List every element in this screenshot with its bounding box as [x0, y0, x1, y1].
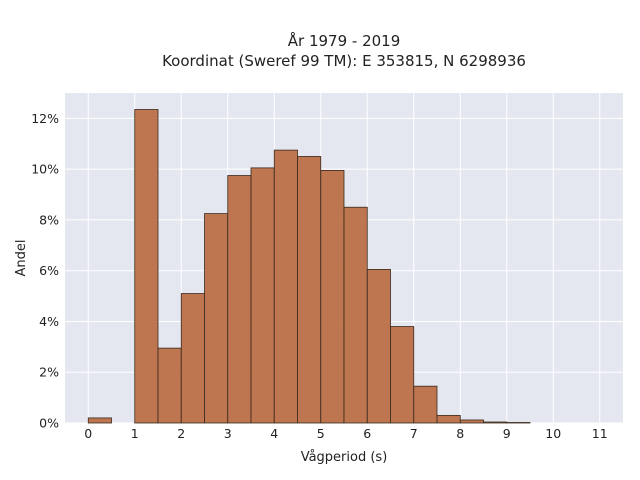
y-tick-label: 4%: [39, 314, 59, 329]
x-tick-label: 9: [503, 426, 511, 441]
histogram-bar: [87, 417, 112, 424]
y-tick-label: 12%: [31, 111, 59, 126]
x-tick-label: 6: [363, 426, 371, 441]
x-tick-label: 4: [270, 426, 278, 441]
x-tick-label: 8: [456, 426, 464, 441]
x-tick-label: 2: [177, 426, 185, 441]
histogram-bar: [390, 326, 415, 424]
histogram-bar: [366, 269, 391, 424]
histogram-bar: [227, 175, 252, 424]
x-tick-label: 3: [224, 426, 232, 441]
histogram-bar: [297, 156, 322, 424]
histogram-bar: [273, 149, 298, 424]
y-axis-ticks: 0% 2% 4% 6% 8% 10% 12%: [31, 111, 59, 431]
chart-title-line-1: År 1979 - 2019: [288, 31, 401, 50]
x-axis-label: Vågperiod (s): [301, 450, 388, 465]
x-tick-label: 11: [592, 426, 608, 441]
histogram-bar: [134, 109, 159, 424]
x-tick-label: 7: [410, 426, 418, 441]
histogram-bar: [157, 347, 182, 424]
histogram-bar: [436, 414, 461, 424]
x-tick-label: 5: [317, 426, 325, 441]
x-tick-label: 0: [84, 426, 92, 441]
x-axis-ticks: 0 1 2 3 4 5 6 7 8 9 10 11: [84, 426, 607, 441]
bars: [87, 109, 531, 424]
chart-title-line-2: Koordinat (Sweref 99 TM): E 353815, N 62…: [162, 52, 526, 70]
y-tick-label: 10%: [31, 162, 59, 177]
histogram-bar: [506, 422, 531, 424]
histogram-bar: [180, 293, 205, 424]
histogram-bar: [343, 206, 368, 424]
y-tick-label: 2%: [39, 365, 59, 380]
y-tick-label: 0%: [39, 416, 59, 431]
histogram-bar: [483, 421, 508, 424]
x-tick-label: 1: [131, 426, 139, 441]
histogram-bar: [320, 170, 345, 424]
y-tick-label: 8%: [39, 212, 59, 227]
y-tick-label: 6%: [39, 263, 59, 278]
histogram-bar: [250, 167, 275, 424]
histogram-bar: [204, 213, 229, 424]
y-axis-label: Andel: [14, 240, 29, 277]
histogram-bar: [413, 385, 438, 424]
histogram-bar: [459, 419, 484, 424]
x-tick-label: 10: [545, 426, 561, 441]
